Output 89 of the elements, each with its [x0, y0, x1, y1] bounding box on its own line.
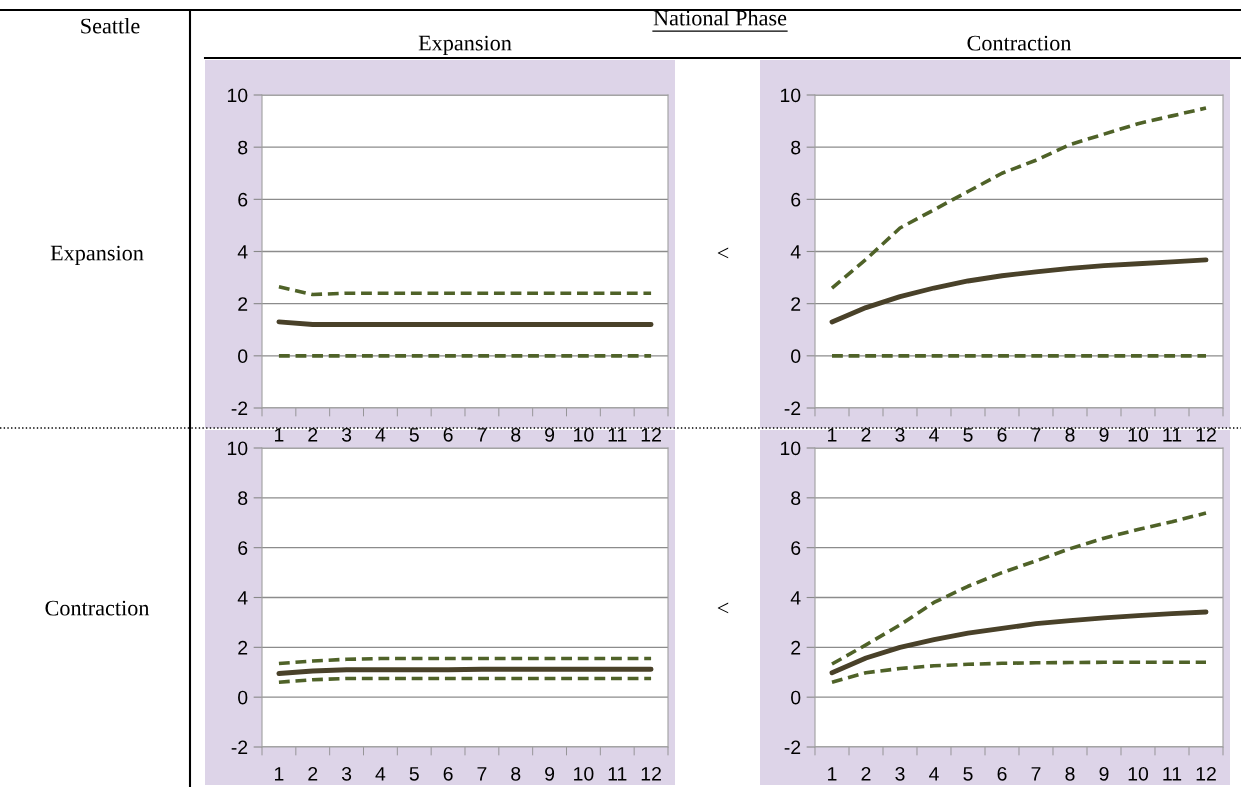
x-tick-label: 8 — [511, 427, 521, 442]
x-tick-label: 6 — [443, 427, 453, 442]
x-tick-label: 9 — [545, 766, 555, 781]
x-tick-label: 2 — [861, 766, 871, 781]
y-tick-label: 2 — [238, 640, 248, 655]
x-tick-label: 2 — [861, 427, 871, 442]
x-tick-label: 8 — [1065, 766, 1075, 781]
chart-title: Contraction — [967, 35, 1072, 51]
y-tick-label: 10 — [780, 441, 801, 456]
x-tick-label: 6 — [997, 427, 1007, 442]
line-series — [830, 511, 1208, 666]
y-tick-label: 8 — [238, 491, 248, 506]
y-tick-label: -2 — [784, 401, 801, 416]
x-tick-label: 1 — [828, 767, 837, 781]
x-tick-label: 12 — [1196, 427, 1216, 442]
x-tick-label: 1 — [274, 767, 284, 781]
x-tick-label: 10 — [574, 766, 594, 781]
x-tick-label: 5 — [963, 428, 973, 442]
x-tick-label: 3 — [341, 427, 352, 442]
line-series — [829, 609, 1209, 676]
text: National Phase — [653, 9, 787, 26]
x-tick-label: 11 — [1163, 428, 1182, 442]
x-tick-label: 4 — [375, 428, 386, 442]
y-axis-title: Expansion — [50, 245, 144, 266]
y-tick-label: -2 — [784, 740, 801, 755]
y-tick-label: 4 — [237, 245, 248, 259]
x-tick-label: 5 — [963, 767, 973, 781]
x-tick-label: 8 — [1065, 427, 1075, 442]
y-tick-label: 6 — [791, 541, 801, 555]
y-tick-label: 0 — [791, 349, 801, 364]
y-tick-label: -2 — [231, 401, 248, 416]
y-tick-label: 4 — [237, 591, 248, 605]
x-tick-label: 7 — [477, 428, 487, 442]
line-series — [830, 660, 1208, 685]
x-tick-label: 9 — [545, 427, 555, 442]
y-tick-label: 2 — [791, 640, 801, 655]
x-tick-label: 2 — [308, 766, 318, 781]
x-tick-label: 10 — [574, 427, 594, 442]
x-tick-label: 10 — [1128, 766, 1149, 781]
x-tick-label: 7 — [477, 767, 487, 781]
line-series — [829, 257, 1209, 325]
y-tick-label: 10 — [227, 441, 248, 456]
text: < — [717, 247, 729, 259]
x-tick-label: 7 — [1031, 767, 1041, 781]
x-tick-label: 3 — [895, 766, 905, 781]
x-tick-label: 3 — [341, 766, 352, 781]
y-tick-label: 0 — [238, 690, 248, 705]
x-tick-label: 11 — [608, 767, 627, 781]
y-tick-label: 2 — [791, 297, 801, 311]
y-tick-label: 0 — [791, 690, 801, 705]
x-tick-label: 10 — [1128, 427, 1149, 442]
y-tick-label: -2 — [231, 740, 248, 755]
y-tick-label: 4 — [790, 591, 801, 605]
y-tick-label: 8 — [791, 491, 801, 506]
y-tick-label: 6 — [238, 541, 248, 555]
text: < — [717, 602, 729, 614]
x-tick-label: 2 — [308, 427, 318, 442]
y-tick-label: 6 — [238, 192, 248, 207]
x-tick-label: 11 — [1163, 767, 1182, 781]
x-tick-label: 9 — [1099, 427, 1109, 442]
y-tick-label: 8 — [791, 140, 801, 155]
x-tick-label: 3 — [895, 427, 905, 442]
x-tick-label: 6 — [443, 766, 453, 781]
y-tick-label: 10 — [227, 88, 248, 103]
x-tick-label: 9 — [1099, 766, 1109, 781]
y-tick-label: 6 — [791, 192, 801, 207]
x-tick-label: 6 — [997, 766, 1007, 781]
x-tick-label: 12 — [641, 427, 661, 442]
x-tick-label: 4 — [375, 767, 386, 781]
x-tick-label: 1 — [274, 428, 284, 442]
x-tick-label: 4 — [929, 428, 939, 442]
x-tick-label: 5 — [409, 767, 419, 781]
line-series — [830, 106, 1208, 290]
x-tick-label: 5 — [409, 428, 419, 442]
x-tick-label: 12 — [641, 766, 661, 781]
text: Seattle — [81, 17, 140, 34]
x-tick-label: 1 — [828, 428, 837, 442]
x-tick-label: 8 — [511, 766, 521, 781]
chart-title: Expansion — [418, 35, 512, 56]
y-tick-label: 2 — [238, 297, 248, 311]
x-tick-label: 11 — [608, 428, 627, 442]
y-tick-label: 0 — [238, 349, 248, 364]
x-tick-label: 4 — [929, 767, 939, 781]
y-tick-label: 8 — [238, 140, 248, 155]
y-tick-label: 4 — [790, 245, 801, 259]
x-tick-label: 7 — [1031, 428, 1041, 442]
y-tick-label: 10 — [780, 88, 801, 103]
x-tick-label: 12 — [1196, 766, 1216, 781]
y-axis-title: Contraction — [45, 600, 150, 616]
